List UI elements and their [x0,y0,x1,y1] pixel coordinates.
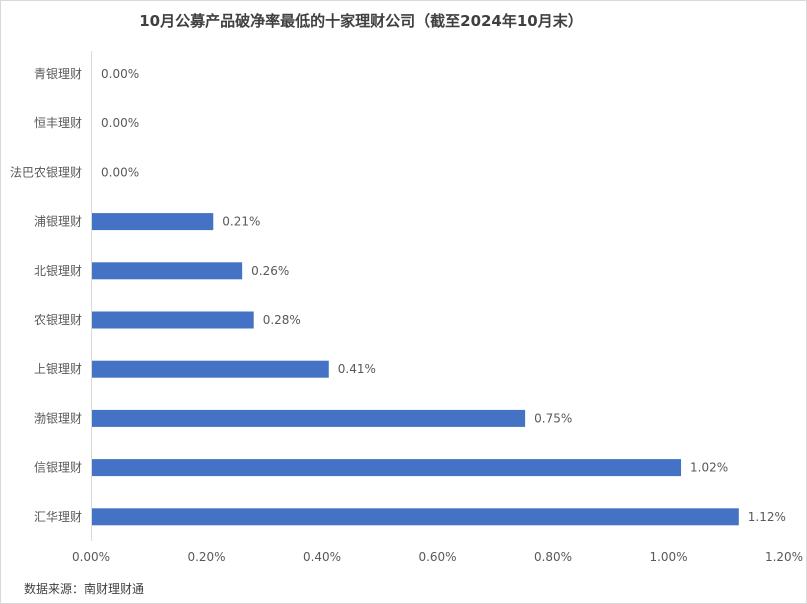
x-tick-label: 1.00% [649,550,687,564]
data-label: 1.12% [748,510,786,524]
chart-title: 10月公募产品破净率最低的十家理财公司（截至2024年10月末） [139,12,583,30]
data-label: 0.26% [251,264,289,278]
bar [92,459,682,477]
x-tick-label: 0.60% [418,550,456,564]
category-label: 农银理财 [34,313,82,327]
bar [92,311,254,329]
data-label: 0.21% [222,215,260,229]
data-label: 0.28% [263,313,301,327]
category-label: 青银理财 [34,67,82,81]
category-label: 法巴农银理财 [10,165,82,179]
data-label: 0.00% [101,165,139,179]
bar [92,262,243,280]
category-label: 渤银理财 [34,411,82,425]
data-label: 0.00% [101,116,139,130]
category-label: 信银理财 [34,461,82,475]
bar [92,360,329,378]
data-source-note: 数据来源：南财理财通 [24,582,145,596]
bar [92,409,526,427]
category-label: 上银理财 [34,362,82,376]
data-label: 1.02% [690,461,728,475]
x-tick-label: 1.20% [765,550,803,564]
x-tick-label: 0.40% [303,550,341,564]
x-tick-label: 0.80% [534,550,572,564]
data-label: 0.00% [101,67,139,81]
category-label: 北银理财 [34,264,82,278]
category-label: 浦银理财 [34,215,82,229]
x-tick-label: 0.20% [187,550,225,564]
bar [92,508,739,526]
data-label: 0.75% [534,411,572,425]
bar [92,213,214,231]
data-label: 0.41% [338,362,376,376]
category-label: 恒丰理财 [34,116,82,130]
category-label: 汇华理财 [34,510,82,524]
x-tick-label: 0.00% [72,550,110,564]
